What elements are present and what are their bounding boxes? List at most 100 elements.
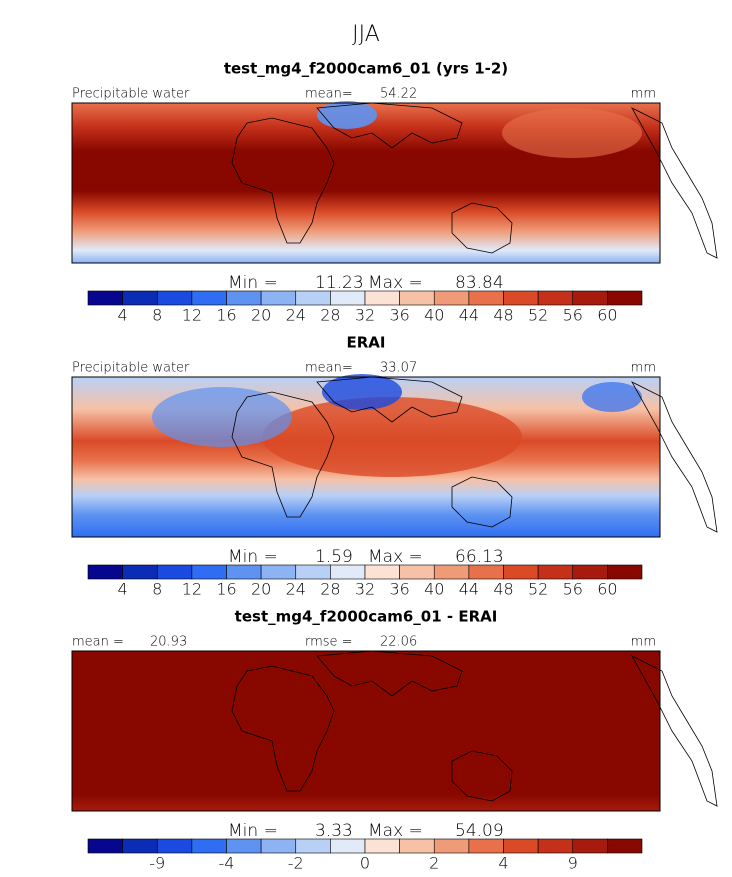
colorbar-box xyxy=(503,564,539,580)
colorbar-box xyxy=(364,564,400,580)
colorbar-tick-label: 12 xyxy=(182,306,202,325)
colorbar-box xyxy=(87,290,123,306)
colorbar-tick-label: 52 xyxy=(528,580,548,599)
colorbar-box xyxy=(156,564,193,580)
field-blob xyxy=(322,374,402,410)
panel-title: ERAI xyxy=(347,334,386,352)
stat-label: mean= xyxy=(305,87,353,102)
colorbar-tick-label: 56 xyxy=(563,580,583,599)
coastline xyxy=(231,391,335,518)
map-frame xyxy=(71,650,661,812)
map-frame xyxy=(71,376,661,538)
colorbar-box xyxy=(226,838,262,854)
colorbar-box xyxy=(572,564,608,580)
colorbar-box xyxy=(364,838,400,854)
colorbar-tick-label: 36 xyxy=(389,580,409,599)
left-label: Precipitable water xyxy=(72,87,190,102)
units: mm xyxy=(631,87,656,102)
max-label: Max = xyxy=(368,273,423,293)
colorbar-tick-label: 44 xyxy=(459,580,479,599)
colorbar-box xyxy=(191,838,227,854)
stat-value: 54.22 xyxy=(380,87,417,102)
colorbar-box xyxy=(537,838,574,854)
colorbar-box xyxy=(503,838,539,854)
coastline xyxy=(631,655,718,807)
colorbar-tick-label: 4 xyxy=(118,580,128,599)
colorbar-tick-label: 48 xyxy=(493,580,513,599)
colorbar-box xyxy=(364,290,400,306)
colorbar-box xyxy=(260,290,297,306)
colorbar-box xyxy=(433,290,470,306)
coastline xyxy=(631,107,718,259)
colorbar-box xyxy=(572,838,608,854)
max-label: Max = xyxy=(368,821,423,841)
coastline xyxy=(316,650,463,697)
colorbar-tick-label: 24 xyxy=(286,306,306,325)
stat-label: mean= xyxy=(305,361,353,376)
colorbar-box xyxy=(503,290,539,306)
colorbar-tick-label: -4 xyxy=(219,854,235,873)
map-field xyxy=(72,651,660,811)
panel-title: test_mg4_f2000cam6_01 (yrs 1-2) xyxy=(224,60,508,78)
field-blob xyxy=(502,108,642,158)
colorbar-box xyxy=(122,564,158,580)
min-label: Min = xyxy=(228,273,278,293)
units: mm xyxy=(631,635,656,650)
colorbar-tick-label: -9 xyxy=(149,854,165,873)
colorbar-tick-label: 12 xyxy=(182,580,202,599)
colorbar-box xyxy=(468,290,504,306)
colorbar-box xyxy=(537,564,574,580)
colorbar-box xyxy=(295,564,331,580)
colorbar-tick-label: 52 xyxy=(528,306,548,325)
min-value: 3.33 xyxy=(315,821,353,841)
min-value: 11.23 xyxy=(315,273,364,293)
colorbar-tick-label: 60 xyxy=(597,580,617,599)
colorbar-tick-label: 16 xyxy=(216,306,236,325)
colorbar-box xyxy=(330,564,366,580)
coastline xyxy=(231,665,335,792)
colorbar-box xyxy=(572,290,608,306)
colorbar-box xyxy=(122,838,158,854)
colorbar-tick-label: 32 xyxy=(355,580,375,599)
coastline xyxy=(451,202,513,254)
stat-value: 33.07 xyxy=(380,361,417,376)
map xyxy=(71,650,718,812)
colorbar-tick-label: 8 xyxy=(152,580,162,599)
colorbar-box xyxy=(87,838,123,854)
colorbar-box xyxy=(295,290,331,306)
colorbar-box xyxy=(156,290,193,306)
colorbar-tick-label: 20 xyxy=(251,580,271,599)
colorbar-box xyxy=(399,564,435,580)
colorbar-box xyxy=(607,564,643,580)
coastline xyxy=(231,117,335,244)
colorbar-tick-label: 16 xyxy=(216,580,236,599)
map xyxy=(71,374,718,538)
colorbar-tick-label: 2 xyxy=(429,854,439,873)
max-label: Max = xyxy=(368,547,423,567)
colorbar-tick-label: 0 xyxy=(360,854,370,873)
colorbar-tick-label: 40 xyxy=(424,580,444,599)
left-value: 20.93 xyxy=(150,635,187,650)
min-label: Min = xyxy=(228,821,278,841)
colorbar-box xyxy=(260,838,297,854)
colorbar-box xyxy=(330,290,366,306)
colorbar-box xyxy=(191,290,227,306)
colorbar-box xyxy=(260,564,297,580)
colorbar-box xyxy=(122,290,158,306)
units: mm xyxy=(631,361,656,376)
colorbar-tick-label: 40 xyxy=(424,306,444,325)
colorbar-box xyxy=(607,290,643,306)
colorbar-box xyxy=(399,838,435,854)
colorbar-tick-label: 36 xyxy=(389,306,409,325)
figure-title: JJA xyxy=(352,22,380,47)
colorbar-tick-label: 56 xyxy=(563,306,583,325)
colorbar-tick-label: -2 xyxy=(288,854,304,873)
colorbar-tick-label: 28 xyxy=(320,580,340,599)
stat-label: rmse = xyxy=(305,635,353,650)
coastline xyxy=(316,376,463,423)
colorbar-tick-label: 4 xyxy=(498,854,508,873)
field-blob xyxy=(582,382,642,412)
map-frame xyxy=(71,102,661,264)
colorbar-box xyxy=(468,564,504,580)
colorbar-box xyxy=(191,564,227,580)
